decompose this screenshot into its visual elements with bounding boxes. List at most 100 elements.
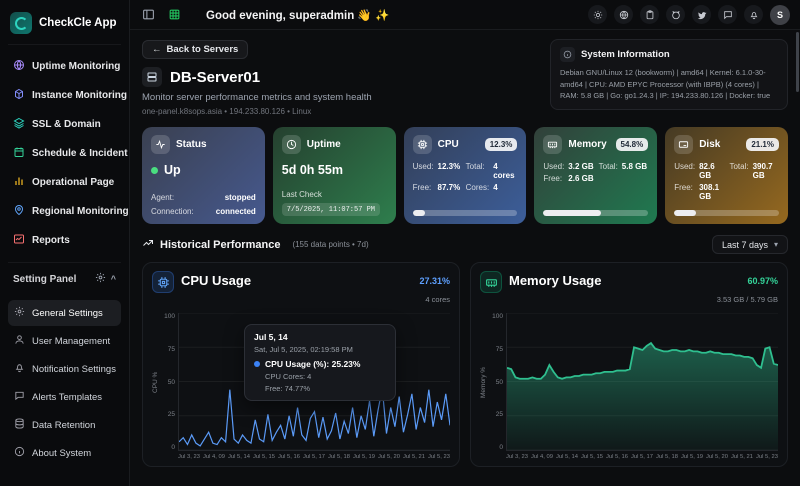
cpu-chip-icon	[152, 271, 174, 293]
sidebar-item-label: SSL & Domain	[32, 119, 101, 130]
docs-clipboard-icon[interactable]	[640, 5, 659, 24]
apps-grid-icon[interactable]	[166, 7, 182, 23]
sidebar-item-label: Uptime Monitoring	[32, 61, 121, 72]
memory-usage-chart: Memory % 100 75 50 25 0	[480, 313, 778, 451]
system-information-title: System Information	[581, 49, 670, 60]
theme-toggle-sun-icon[interactable]	[588, 5, 607, 24]
back-to-servers-button[interactable]: ← Back to Servers	[142, 40, 249, 59]
sidebar-item-ssl-domain[interactable]: SSL & Domain	[8, 111, 121, 138]
settings-panel-header[interactable]: Setting Panel ^	[8, 269, 121, 292]
layers-icon	[13, 117, 25, 132]
chart-title: CPU Usage	[181, 273, 252, 288]
cpu-percent-badge: 12.3%	[484, 138, 518, 151]
feedback-chat-icon[interactable]	[718, 5, 737, 24]
historical-performance-title: Historical Performance	[160, 238, 281, 251]
memory-card: Memory 54.8% Used: 3.2 GB Total: 5.8 GB Fr…	[534, 127, 658, 224]
status-up-dot	[151, 166, 158, 174]
stat-cards: Status Up Agent: stopped Connection: conne…	[142, 127, 788, 224]
agent-status: stopped	[224, 193, 256, 202]
notifications-bell-icon[interactable]	[744, 5, 763, 24]
cpu-usage-panel: CPU Usage 27.31% 4 cores CPU % 100 75 50 25…	[142, 262, 460, 467]
sidebar-item-notification-settings[interactable]: Notification Settings	[8, 356, 121, 382]
sidebar-item-reports[interactable]: Reports	[8, 227, 121, 254]
topbar-actions: S	[588, 4, 790, 25]
sidebar-item-label: Schedule & Incident	[32, 148, 128, 159]
report-icon	[13, 233, 25, 248]
main-area: Good evening, superadmin 👋 ✨ S ← Back to…	[130, 0, 800, 486]
app-logo[interactable]: CheckCle App	[8, 8, 121, 45]
settings-nav: General Settings User Management Notific…	[8, 300, 121, 466]
memory-current-value: 60.97%	[747, 276, 778, 286]
scrollbar[interactable]	[796, 32, 799, 92]
sidebar-item-schedule-incident[interactable]: Schedule & Incident	[8, 140, 128, 167]
language-globe-icon[interactable]	[614, 5, 633, 24]
status-value: Up	[164, 163, 181, 177]
y-axis-ticks: 100 75 50 25 0	[164, 313, 175, 451]
cpu-current-value: 27.31%	[419, 276, 450, 286]
settings-panel-label: Setting Panel	[13, 273, 77, 285]
time-range-selector[interactable]: Last 7 days ▾	[711, 235, 788, 254]
github-icon[interactable]	[666, 5, 685, 24]
cpu-card: CPU 12.3% Used: 12.3% Total: 4 cores Free:…	[403, 127, 527, 224]
sidebar-item-label: Alerts Templates	[32, 391, 103, 403]
disk-card: Disk 21.1% Used: 82.6 GB Total: 390.7 GB F…	[665, 127, 788, 224]
sidebar-item-general-settings[interactable]: General Settings	[8, 300, 121, 326]
sidebar-nav: Uptime Monitoring Instance Monitoring SS…	[8, 53, 129, 254]
memory-progress-bar	[543, 210, 649, 216]
greeting-text: Good evening, superadmin 👋 ✨	[206, 9, 390, 22]
twitter-bird-icon[interactable]	[692, 5, 711, 24]
sidebar-item-alerts-templates[interactable]: Alerts Templates	[8, 384, 121, 410]
historical-performance-bar: Historical Performance (155 data points …	[142, 235, 788, 254]
sidebar-item-data-retention[interactable]: Data Retention	[8, 412, 121, 438]
sidebar-item-label: About System	[32, 447, 92, 459]
memory-ram-icon	[480, 271, 502, 293]
connection-status: connected	[215, 207, 256, 216]
sidebar-item-label: Regional Monitoring	[32, 206, 129, 217]
page-title: DB-Server01	[170, 68, 261, 86]
hard-drive-icon	[674, 135, 694, 154]
globe-icon	[13, 59, 25, 74]
chart-tooltip: Jul 5, 14 Sat, Jul 5, 2025, 02:19:58 PM …	[244, 323, 397, 401]
map-pin-icon	[13, 204, 25, 219]
sidebar-item-label: User Management	[32, 335, 111, 347]
sidebar-item-instance-monitoring[interactable]: Instance Monitoring	[8, 82, 127, 109]
memory-usage-subtitle: 3.53 GB / 5.79 GB	[716, 295, 778, 304]
user-icon	[14, 334, 25, 348]
system-information-text: Debian GNU/Linux 12 (bookworm) | amd64 |…	[560, 68, 771, 101]
sidebar: CheckCle App Uptime Monitoring Instance …	[0, 0, 130, 486]
trending-up-icon	[142, 237, 154, 252]
database-icon	[14, 418, 25, 432]
sidebar-item-uptime-monitoring[interactable]: Uptime Monitoring	[8, 53, 121, 80]
info-icon	[560, 47, 575, 62]
cpu-usage-chart: CPU % 100 75 50 25 0 Jul 5, 14 Sat, Jul 5, 2…	[152, 313, 450, 451]
sidebar-toggle-icon[interactable]	[140, 7, 156, 23]
sidebar-item-user-management[interactable]: User Management	[8, 328, 121, 354]
memory-ram-icon	[543, 135, 563, 154]
user-avatar[interactable]: S	[770, 4, 790, 25]
sidebar-item-label: General Settings	[32, 307, 103, 319]
clock-icon	[281, 135, 301, 154]
sidebar-item-label: Reports	[32, 235, 70, 246]
sidebar-item-label: Operational Page	[32, 177, 115, 188]
topbar: Good evening, superadmin 👋 ✨ S	[130, 0, 800, 30]
y-axis-ticks: 100 75 50 25 0	[492, 313, 503, 451]
status-card: Status Up Agent: stopped Connection: conne…	[142, 127, 265, 224]
bar-chart-icon	[13, 175, 25, 190]
chevron-down-icon: ▾	[773, 240, 778, 249]
page-subtitle: Monitor server performance metrics and s…	[142, 92, 372, 103]
activity-icon	[151, 135, 170, 154]
app-title: CheckCle App	[39, 17, 117, 29]
cpu-progress-bar	[412, 210, 518, 216]
sidebar-item-operational-page[interactable]: Operational Page	[8, 169, 121, 196]
gear-icon[interactable]	[95, 272, 106, 286]
sidebar-item-regional-monitoring[interactable]: Regional Monitoring	[8, 198, 129, 225]
bell-icon	[14, 362, 25, 376]
system-information-panel: System Information Debian GNU/Linux 12 (…	[550, 39, 788, 110]
cpu-plot-area: Jul 5, 14 Sat, Jul 5, 2025, 02:19:58 PM …	[178, 313, 450, 451]
app-logo-icon	[10, 12, 32, 34]
memory-usage-panel: Memory Usage 60.97% 3.53 GB / 5.79 GB Me…	[470, 262, 788, 467]
chart-title: Memory Usage	[509, 273, 602, 288]
chevron-up-icon[interactable]: ^	[110, 274, 116, 284]
sidebar-item-about-system[interactable]: About System	[8, 440, 121, 466]
